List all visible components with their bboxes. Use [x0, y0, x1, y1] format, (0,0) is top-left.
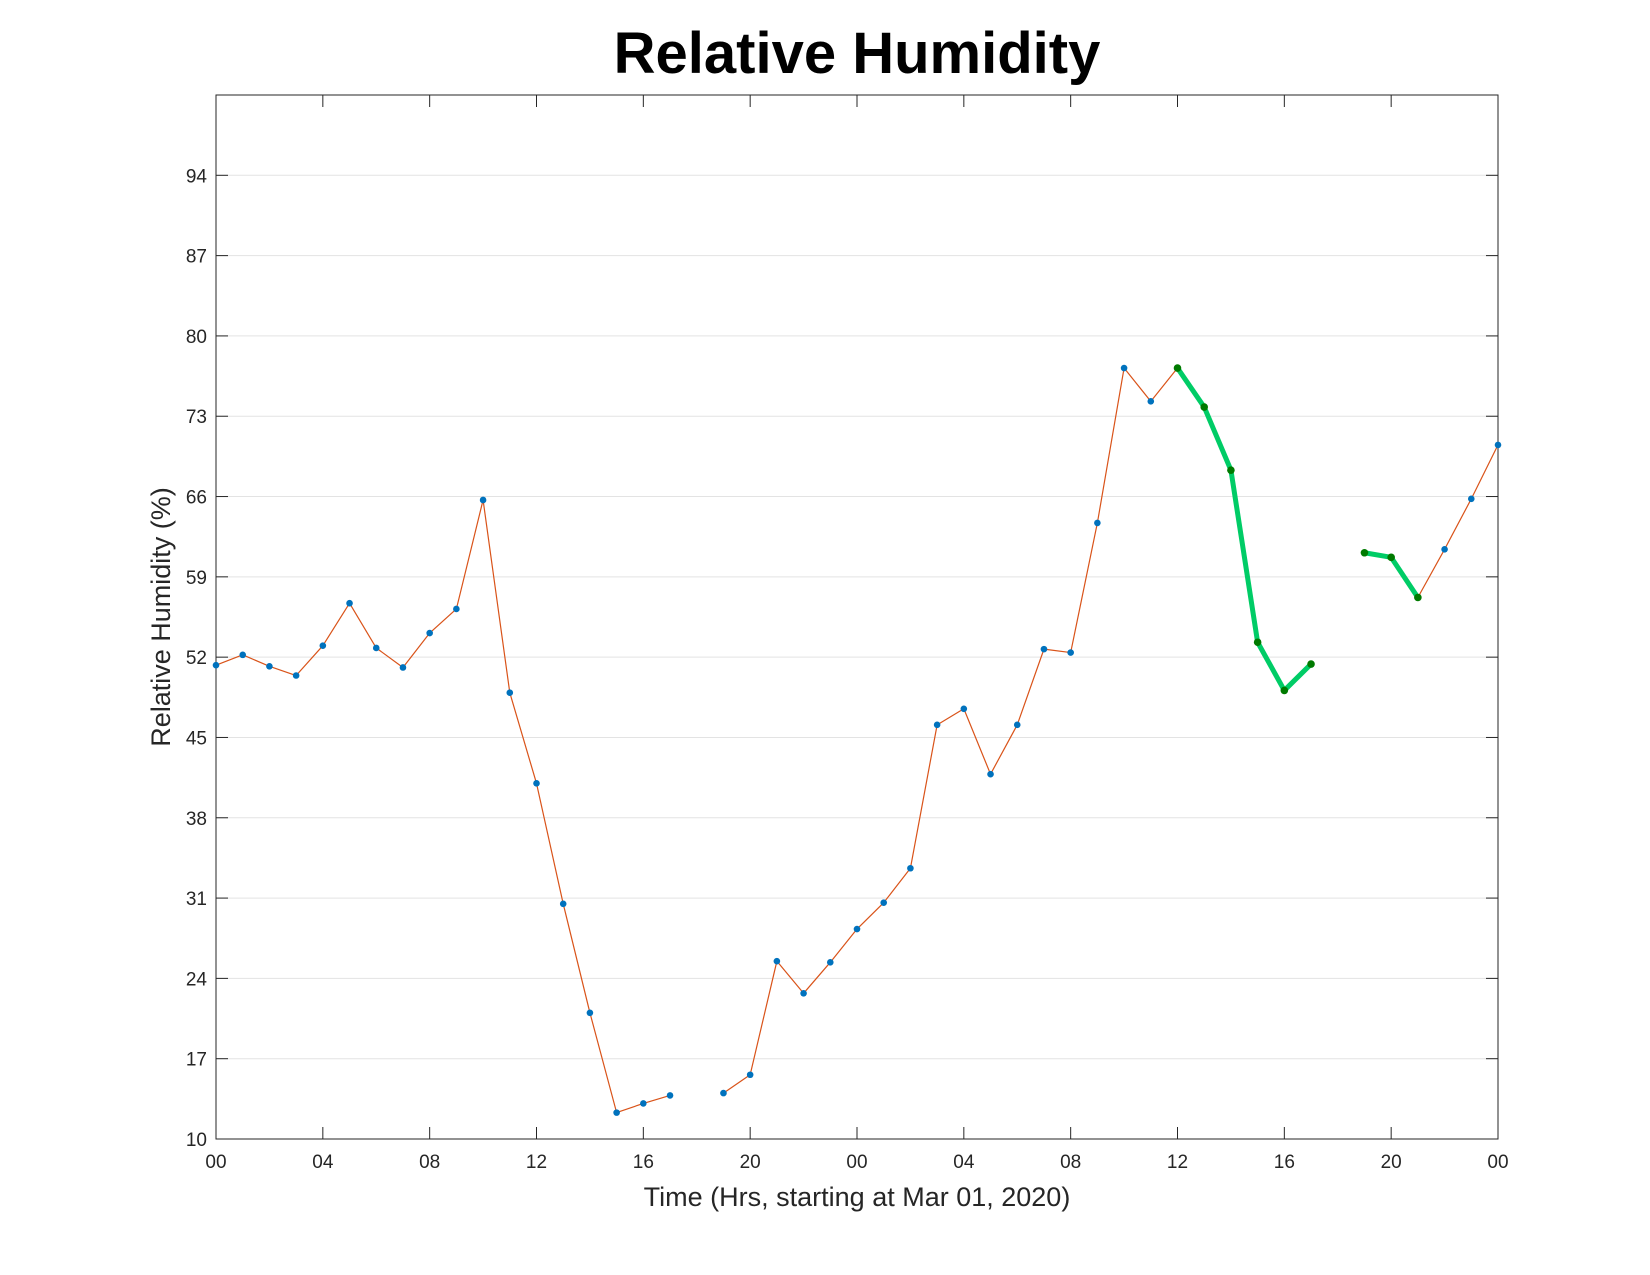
data-point — [1147, 398, 1155, 405]
data-point — [506, 689, 514, 697]
data-point — [426, 629, 433, 637]
data-point — [826, 959, 834, 966]
highlight-point — [1280, 686, 1289, 695]
data-point — [319, 642, 327, 649]
data-point — [533, 780, 540, 787]
x-tick-label: 12 — [1167, 1152, 1188, 1173]
data-point — [773, 957, 781, 965]
data-point — [987, 770, 994, 778]
data-point — [1120, 364, 1128, 372]
y-tick-label: 17 — [186, 1050, 207, 1071]
data-point — [346, 599, 353, 607]
data-point — [640, 1100, 647, 1107]
data-point — [880, 899, 888, 906]
highlight-point — [1387, 553, 1395, 562]
x-tick-label: 16 — [1274, 1152, 1295, 1173]
data-point — [212, 661, 220, 669]
grid-lines — [216, 174, 1498, 1060]
highlight-point — [1307, 660, 1315, 668]
data-point — [1040, 645, 1048, 653]
data-point — [399, 664, 407, 671]
data-point — [559, 900, 567, 908]
data-point — [1094, 519, 1101, 527]
series-line-segment — [1363, 444, 1499, 599]
data-point — [933, 721, 941, 729]
data-point — [960, 705, 968, 713]
data-point — [1441, 546, 1448, 553]
y-tick-label: 73 — [186, 407, 207, 428]
y-tick-label: 38 — [186, 809, 207, 830]
x-tick-label: 08 — [419, 1152, 440, 1173]
y-tick-label: 45 — [186, 728, 207, 749]
plot-frame — [215, 94, 1499, 1140]
data-point — [907, 864, 914, 872]
data-point — [266, 663, 273, 670]
highlight-point — [1414, 593, 1422, 602]
x-tick-label: 16 — [633, 1152, 654, 1173]
data-point — [1067, 649, 1074, 656]
y-tick-label: 80 — [186, 327, 207, 348]
data-point — [239, 651, 247, 659]
y-tick-label: 94 — [186, 166, 208, 187]
data-point — [453, 605, 460, 613]
x-tick-label: 04 — [312, 1152, 334, 1173]
series-line-segment — [215, 499, 671, 1114]
highlight-point — [1253, 638, 1262, 647]
axis-ticks: 10 17 24 31 38 45 52 59 66 73 80 87 94 00 04 08 12 16 20 00… — [186, 95, 1509, 1173]
data-point — [1467, 495, 1475, 503]
data-point — [666, 1092, 674, 1099]
x-tick-label: 20 — [1381, 1152, 1402, 1173]
data-point — [479, 496, 487, 504]
data-point — [372, 644, 380, 652]
y-tick-label: 87 — [186, 247, 207, 268]
data-series — [212, 364, 1502, 1116]
highlight-point — [1200, 403, 1209, 411]
highlight-point — [1360, 548, 1369, 557]
data-point — [613, 1109, 620, 1116]
main-series — [212, 364, 1502, 1116]
highlight-point — [1227, 466, 1235, 474]
data-point — [292, 672, 300, 679]
x-axis-label: Time (Hrs, starting at Mar 01, 2020) — [644, 1182, 1071, 1212]
data-point — [800, 989, 807, 997]
y-tick-label: 66 — [186, 488, 207, 509]
highlight-series — [1173, 364, 1422, 695]
x-tick-label: 00 — [1487, 1152, 1508, 1173]
y-tick-label: 59 — [186, 568, 207, 589]
x-tick-label: 00 — [846, 1152, 867, 1173]
y-tick-label: 31 — [186, 889, 207, 910]
data-point — [1494, 441, 1502, 449]
y-tick-label: 52 — [186, 648, 207, 669]
y-tick-label: 24 — [186, 969, 208, 990]
data-point — [746, 1071, 754, 1079]
y-tick-label: 10 — [186, 1130, 207, 1151]
highlight-line-segment — [1175, 365, 1314, 693]
chart-title: Relative Humidity — [614, 21, 1101, 86]
x-tick-label: 20 — [740, 1152, 761, 1173]
series-line-segment — [722, 367, 1312, 1094]
data-point — [853, 925, 861, 933]
x-tick-label: 00 — [205, 1152, 226, 1173]
x-tick-label: 08 — [1060, 1152, 1081, 1173]
highlight-point — [1173, 364, 1182, 372]
data-point — [720, 1089, 727, 1097]
data-point — [1013, 721, 1021, 729]
y-axis-label: Relative Humidity (%) — [146, 487, 176, 747]
x-tick-label: 12 — [526, 1152, 547, 1173]
data-point — [586, 1009, 594, 1017]
x-tick-label: 04 — [953, 1152, 975, 1173]
